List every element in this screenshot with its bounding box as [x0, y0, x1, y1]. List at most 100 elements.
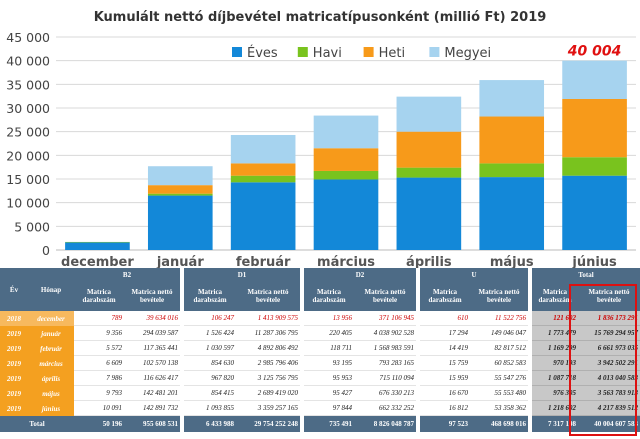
table-row: 2019 január 9 356 294 039 587 1 526 424 11 28… [0, 326, 640, 341]
column-gap [300, 416, 305, 432]
column-gap [528, 371, 533, 386]
column-gap [416, 326, 421, 341]
bar-havi-február [230, 175, 296, 183]
header-revenue: Matrica nettó bevétele [124, 281, 181, 311]
value-cell: 149 046 047 [470, 326, 529, 341]
column-gap [180, 326, 185, 341]
bar-megyei-március [313, 115, 379, 149]
column-gap [300, 356, 305, 371]
value-cell: 4 217 839 512 [578, 401, 640, 416]
value-cell: 16 812 [420, 401, 471, 416]
column-gap [300, 371, 305, 386]
value-cell: 8 826 048 787 [354, 416, 417, 432]
bar-heti-március [313, 148, 379, 171]
column-gap [416, 341, 421, 356]
value-cell: 6 609 [74, 356, 124, 371]
bar-megyei-április [396, 96, 462, 132]
header-revenue: Matrica nettó bevétele [354, 281, 417, 311]
column-gap [180, 371, 185, 386]
bar-éves-december [65, 242, 130, 250]
value-cell: 15 759 [420, 356, 471, 371]
header-count: Matrica darabszám [532, 281, 579, 311]
header-count: Matrica darabszám [420, 281, 471, 311]
value-cell: 976 305 [532, 386, 579, 401]
y-tick-label: 10 000 [6, 196, 50, 211]
value-cell: 468 698 016 [470, 416, 529, 432]
x-tick-label: december [61, 255, 134, 268]
value-cell: 97 523 [420, 416, 471, 432]
column-gap [528, 386, 533, 401]
value-cell: 955 608 531 [124, 416, 181, 432]
value-cell: 6 661 973 035 [578, 341, 640, 356]
value-cell: 3 359 257 165 [236, 401, 301, 416]
month-cell: március [28, 356, 74, 371]
legend-label-megyei: Megyei [444, 46, 491, 61]
table-row: 2019 április 7 986 116 626 417 967 820 3 125 … [0, 371, 640, 386]
column-gap [416, 311, 421, 326]
column-gap [528, 356, 533, 371]
value-cell: 97 844 [304, 401, 355, 416]
column-gap [300, 401, 305, 416]
value-cell: 970 193 [532, 356, 579, 371]
column-gap [528, 416, 533, 432]
x-tick-label: január [156, 255, 205, 268]
value-cell: 142 891 732 [124, 401, 181, 416]
value-cell: 854 630 [184, 356, 237, 371]
value-cell: 39 634 016 [124, 311, 181, 326]
bars [65, 60, 627, 250]
value-cell: 7 317 198 [532, 416, 579, 432]
bar-éves-február [230, 182, 296, 250]
value-cell: 13 956 [304, 311, 355, 326]
value-cell: 9 356 [74, 326, 124, 341]
bar-havi-június [562, 157, 627, 176]
header-group-b2: B2 [74, 268, 181, 281]
value-cell: 967 820 [184, 371, 237, 386]
y-tick-label: 45 000 [6, 30, 50, 45]
bar-havi-május [479, 163, 545, 178]
legend-label-heti: Heti [379, 46, 405, 61]
table-total-row: Total 50 196 955 608 531 6 433 988 29 754 25… [0, 416, 640, 432]
value-cell: 2 985 796 406 [236, 356, 301, 371]
month-cell: június [28, 401, 74, 416]
column-gap [180, 416, 185, 432]
value-cell: 17 294 [420, 326, 471, 341]
value-cell: 7 986 [74, 371, 124, 386]
header-count: Matrica darabszám [184, 281, 237, 311]
value-cell: 793 283 165 [354, 356, 417, 371]
column-gap [416, 401, 421, 416]
year-cell: 2018 [0, 311, 28, 326]
value-cell: 60 852 583 [470, 356, 529, 371]
column-gap [528, 311, 533, 326]
bar-heti-május [479, 116, 545, 164]
year-cell: 2019 [0, 356, 28, 371]
column-gap [416, 371, 421, 386]
column-gap [180, 356, 185, 371]
data-table: Év Hónap B2 D1 D2 U Total Matrica darabs… [0, 268, 640, 439]
legend-label-havi: Havi [313, 46, 342, 61]
column-gap [528, 326, 533, 341]
value-cell: 676 330 213 [354, 386, 417, 401]
month-cell: április [28, 371, 74, 386]
bar-heti-április [396, 131, 462, 168]
total-annotation: 40 004 [567, 44, 622, 60]
value-cell: 50 196 [74, 416, 124, 432]
value-cell: 1 773 479 [532, 326, 579, 341]
x-tick-label: április [406, 255, 452, 268]
header-month: Hónap [28, 268, 74, 311]
value-cell: 371 106 945 [354, 311, 417, 326]
bar-havi-január [147, 193, 213, 196]
bar-éves-június [562, 175, 627, 250]
column-gap [528, 341, 533, 356]
value-cell: 1 836 173 291 [578, 311, 640, 326]
y-tick-label: 0 [42, 243, 50, 258]
bar-megyei-június [562, 60, 627, 100]
bar-megyei-január [147, 166, 213, 186]
y-tick-label: 35 000 [6, 77, 50, 92]
value-cell: 1 568 983 591 [354, 341, 417, 356]
value-cell: 1 413 909 575 [236, 311, 301, 326]
table-row: 2018 december 789 39 634 016 106 247 1 413 90… [0, 311, 640, 326]
value-cell: 29 754 252 248 [236, 416, 301, 432]
value-cell: 142 481 201 [124, 386, 181, 401]
column-gap [180, 311, 185, 326]
value-cell: 14 419 [420, 341, 471, 356]
